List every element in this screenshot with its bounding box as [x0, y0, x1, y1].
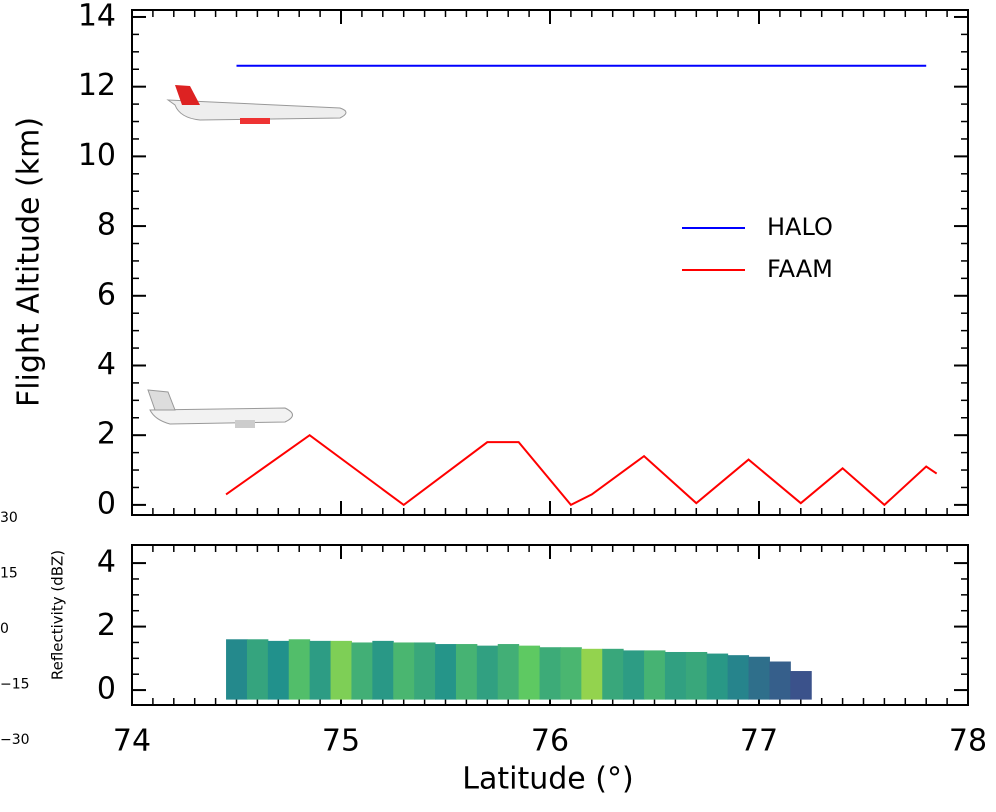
reflectivity-cell: [226, 639, 248, 700]
reflectivity-cell: [309, 640, 332, 700]
reflectivity-cell: [602, 648, 624, 700]
reflectivity-cell: [435, 644, 457, 700]
reflectivity-cell: [476, 645, 499, 700]
reflectivity-cell: [455, 644, 478, 700]
reflectivity-cell: [372, 640, 394, 700]
y-tick-label: 4: [97, 347, 116, 382]
y-tick-label: 8: [97, 208, 116, 243]
reflectivity-cell: [497, 644, 520, 700]
x-tick-label: 76: [531, 724, 569, 759]
reflectivity-cell: [727, 655, 750, 700]
reflectivity-cell: [644, 650, 666, 700]
y-axis-label: Flight Altitude (km): [12, 117, 47, 407]
legend-label: FAAM: [767, 255, 833, 283]
y-tick-label: 0: [97, 672, 116, 707]
reflectivity-cell: [288, 639, 311, 700]
y-tick-label: 2: [97, 417, 116, 452]
reflectivity-cell: [623, 650, 645, 700]
y-tick-label: 14: [78, 0, 116, 33]
reflectivity-cell: [664, 651, 687, 700]
reflectivity-cell: [790, 671, 812, 700]
colorbar-tick-label: 30: [0, 510, 18, 526]
reflectivity-cell: [748, 656, 770, 700]
reflectivity-cell: [539, 647, 561, 700]
reflectivity-cell: [706, 653, 729, 700]
top-frame: [131, 9, 969, 516]
x-tick-label: 78: [949, 724, 987, 759]
colorbar-tick-label: 0: [0, 621, 9, 637]
y-tick-label: 6: [97, 277, 116, 312]
x-tick-label: 74: [113, 724, 151, 759]
y-tick-label: 2: [97, 608, 116, 643]
y-tick-label: 4: [97, 545, 116, 580]
x-tick-label: 75: [322, 724, 360, 759]
legend-label: HALO: [767, 213, 833, 241]
y-tick-label: 10: [78, 138, 116, 173]
reflectivity-cell: [330, 640, 352, 700]
colorbar-tick-label: −15: [0, 677, 30, 693]
y-tick-label: 12: [78, 68, 116, 103]
reflectivity-cell: [560, 647, 582, 700]
colorbar-tick-label: 15: [0, 566, 18, 582]
series-line: [225, 433, 938, 507]
colorbar-tick-label: −30: [0, 732, 30, 748]
halo-aircraft: [166, 85, 347, 124]
y-tick-label: 0: [97, 486, 116, 521]
reflectivity-cell: [581, 648, 603, 700]
reflectivity-cell: [267, 640, 290, 700]
faam-aircraft: [147, 389, 293, 428]
reflectivity-cell: [414, 642, 436, 700]
reflectivity-cell: [685, 651, 708, 700]
reflectivity-cell: [769, 661, 791, 700]
reflectivity-cell: [246, 639, 269, 700]
x-tick-label: 77: [740, 724, 778, 759]
colorbar-label: Reflectivity (dBZ): [49, 550, 67, 680]
reflectivity-cell: [351, 642, 373, 700]
reflectivity-cell: [518, 645, 541, 700]
x-axis-label: Latitude (°): [462, 762, 633, 797]
reflectivity-cell: [393, 642, 415, 700]
